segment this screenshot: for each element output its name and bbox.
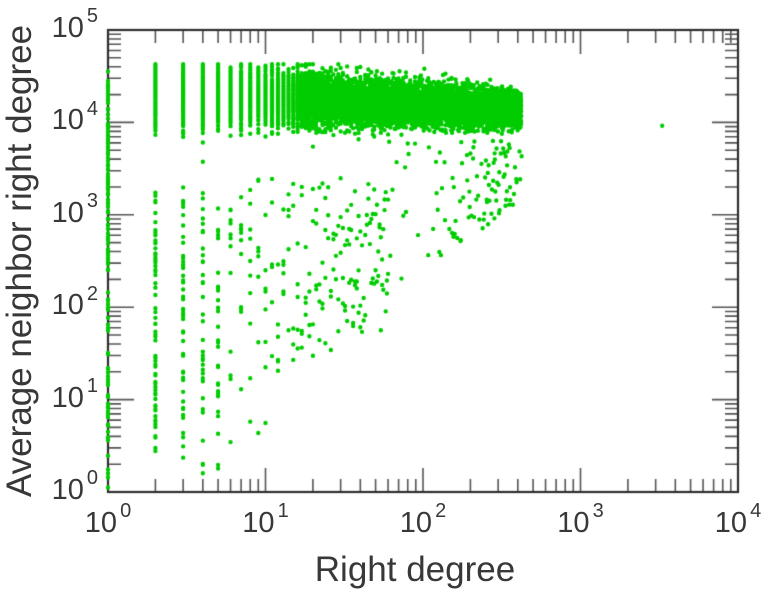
y-tick-label-10e0: 10 0 (51, 467, 98, 506)
x-axis-title: Right degree (314, 550, 516, 589)
y-tick-label-10e2: 10 2 (51, 282, 98, 322)
y-axis-title: Average neighbor right degree (0, 24, 39, 498)
x-tick-label-10e2: 10 2 (399, 500, 447, 539)
x-tick-label-10e0: 10 0 (84, 500, 132, 539)
y-tick-label-10e5: 10 5 (51, 5, 98, 44)
x-tick-label-10e1: 10 1 (242, 500, 289, 539)
y-tick-label-10e1: 10 1 (51, 374, 98, 414)
y-tick-label-10e4: 10 4 (51, 97, 98, 137)
x-tick-label-10e3: 10 3 (557, 500, 604, 539)
y-tick-label-10e3: 10 3 (51, 190, 98, 229)
x-tick-label-10e4: 10 4 (714, 500, 762, 539)
